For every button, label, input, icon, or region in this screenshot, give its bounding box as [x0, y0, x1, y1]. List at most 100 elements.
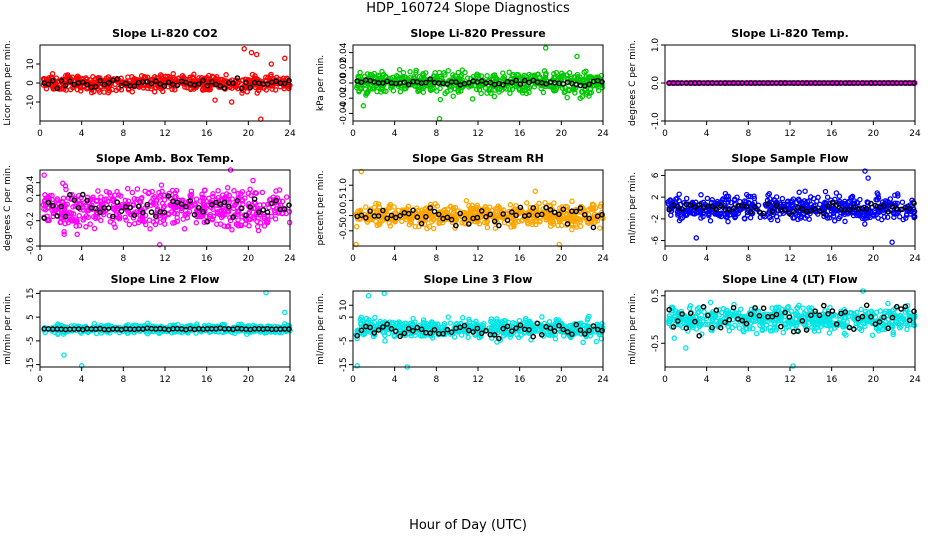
data-point	[751, 195, 758, 202]
mean-point	[560, 81, 567, 87]
data-point	[386, 205, 393, 211]
mean-point	[157, 81, 163, 87]
data-point	[728, 199, 734, 206]
mean-point	[586, 215, 592, 222]
data-point	[862, 221, 868, 227]
mean-point	[165, 79, 172, 86]
data-point	[151, 89, 158, 95]
x-axis: 0 4 8 12 16 20 24	[37, 367, 296, 385]
outlier-point	[212, 97, 218, 103]
mean-point	[551, 209, 558, 216]
data-point	[831, 218, 838, 224]
data-point	[430, 225, 437, 232]
data-point	[97, 75, 103, 81]
mean-point	[161, 209, 168, 216]
mean-point	[152, 78, 159, 84]
mean-point	[487, 211, 494, 218]
data-point	[451, 334, 458, 340]
data-point	[587, 333, 594, 339]
data-point	[546, 319, 553, 325]
data-point	[873, 212, 879, 218]
data-point	[427, 201, 434, 208]
data-point	[131, 196, 138, 202]
data-point	[807, 194, 814, 200]
data-point	[584, 322, 590, 329]
data-point	[224, 223, 231, 230]
data-points	[353, 168, 606, 248]
mean-point	[367, 208, 373, 214]
data-point	[122, 197, 129, 204]
outlier-point	[253, 51, 260, 58]
mean-point	[105, 205, 112, 211]
data-point	[770, 211, 776, 218]
data-point	[272, 209, 278, 216]
outlier-point	[157, 241, 163, 248]
x-tick-label: 4	[704, 254, 710, 264]
data-point	[454, 207, 460, 214]
data-point	[522, 84, 528, 90]
mean-point	[444, 214, 451, 221]
panel-title: Slope Amb. Box Temp.	[96, 152, 234, 165]
outlier-point	[248, 49, 255, 56]
mean-point	[500, 81, 506, 88]
data-point	[865, 210, 872, 216]
data-point	[187, 192, 193, 199]
data-point	[698, 215, 704, 221]
mean-point	[54, 213, 60, 219]
mean-point	[58, 77, 65, 84]
data-point	[891, 214, 897, 221]
data-point	[802, 188, 808, 194]
data-point	[586, 313, 592, 320]
panel-title: Slope Li-820 CO2	[112, 27, 218, 40]
data-point	[210, 191, 216, 197]
mean-point	[547, 79, 554, 85]
outlier-point	[693, 235, 700, 241]
mean-point	[808, 208, 814, 214]
mean-point	[45, 199, 52, 206]
data-point	[822, 188, 829, 195]
mean-point	[556, 211, 562, 218]
mean-point	[500, 211, 506, 217]
data-point	[207, 86, 213, 93]
mean-point	[889, 204, 896, 210]
x-tick-label: 24	[284, 254, 296, 264]
data-point	[272, 329, 278, 335]
data-point	[268, 213, 275, 220]
x-tick-label: 8	[120, 375, 126, 385]
data-point	[450, 93, 456, 99]
data-point	[81, 215, 87, 221]
data-point	[54, 198, 60, 204]
data-point	[442, 90, 448, 97]
data-point	[529, 221, 536, 228]
mean-point	[363, 215, 369, 221]
data-point	[69, 192, 75, 198]
data-point	[709, 197, 715, 203]
data-point	[478, 90, 484, 97]
data-point	[474, 71, 480, 77]
data-points	[354, 45, 605, 122]
mean-point	[67, 78, 73, 85]
mean-point	[812, 206, 818, 212]
data-point	[83, 75, 89, 81]
data-point	[113, 211, 120, 217]
data-point	[413, 67, 419, 74]
data-point	[246, 216, 252, 223]
outlier-point	[889, 239, 895, 245]
mean-point	[423, 79, 429, 86]
mean-point	[71, 197, 77, 203]
panel-title: Slope Li-820 Temp.	[731, 27, 849, 40]
mean-point	[161, 83, 168, 89]
mean-point	[573, 208, 580, 215]
mean-point	[427, 76, 433, 82]
data-point	[178, 207, 185, 214]
data-point	[400, 69, 407, 76]
y-tick-label: -1.0	[651, 112, 661, 130]
data-point	[182, 84, 188, 90]
data-point	[55, 321, 61, 327]
data-point	[810, 80, 816, 86]
data-point	[124, 185, 131, 192]
mean-point	[885, 208, 892, 215]
x-tick-label: 24	[909, 254, 921, 264]
